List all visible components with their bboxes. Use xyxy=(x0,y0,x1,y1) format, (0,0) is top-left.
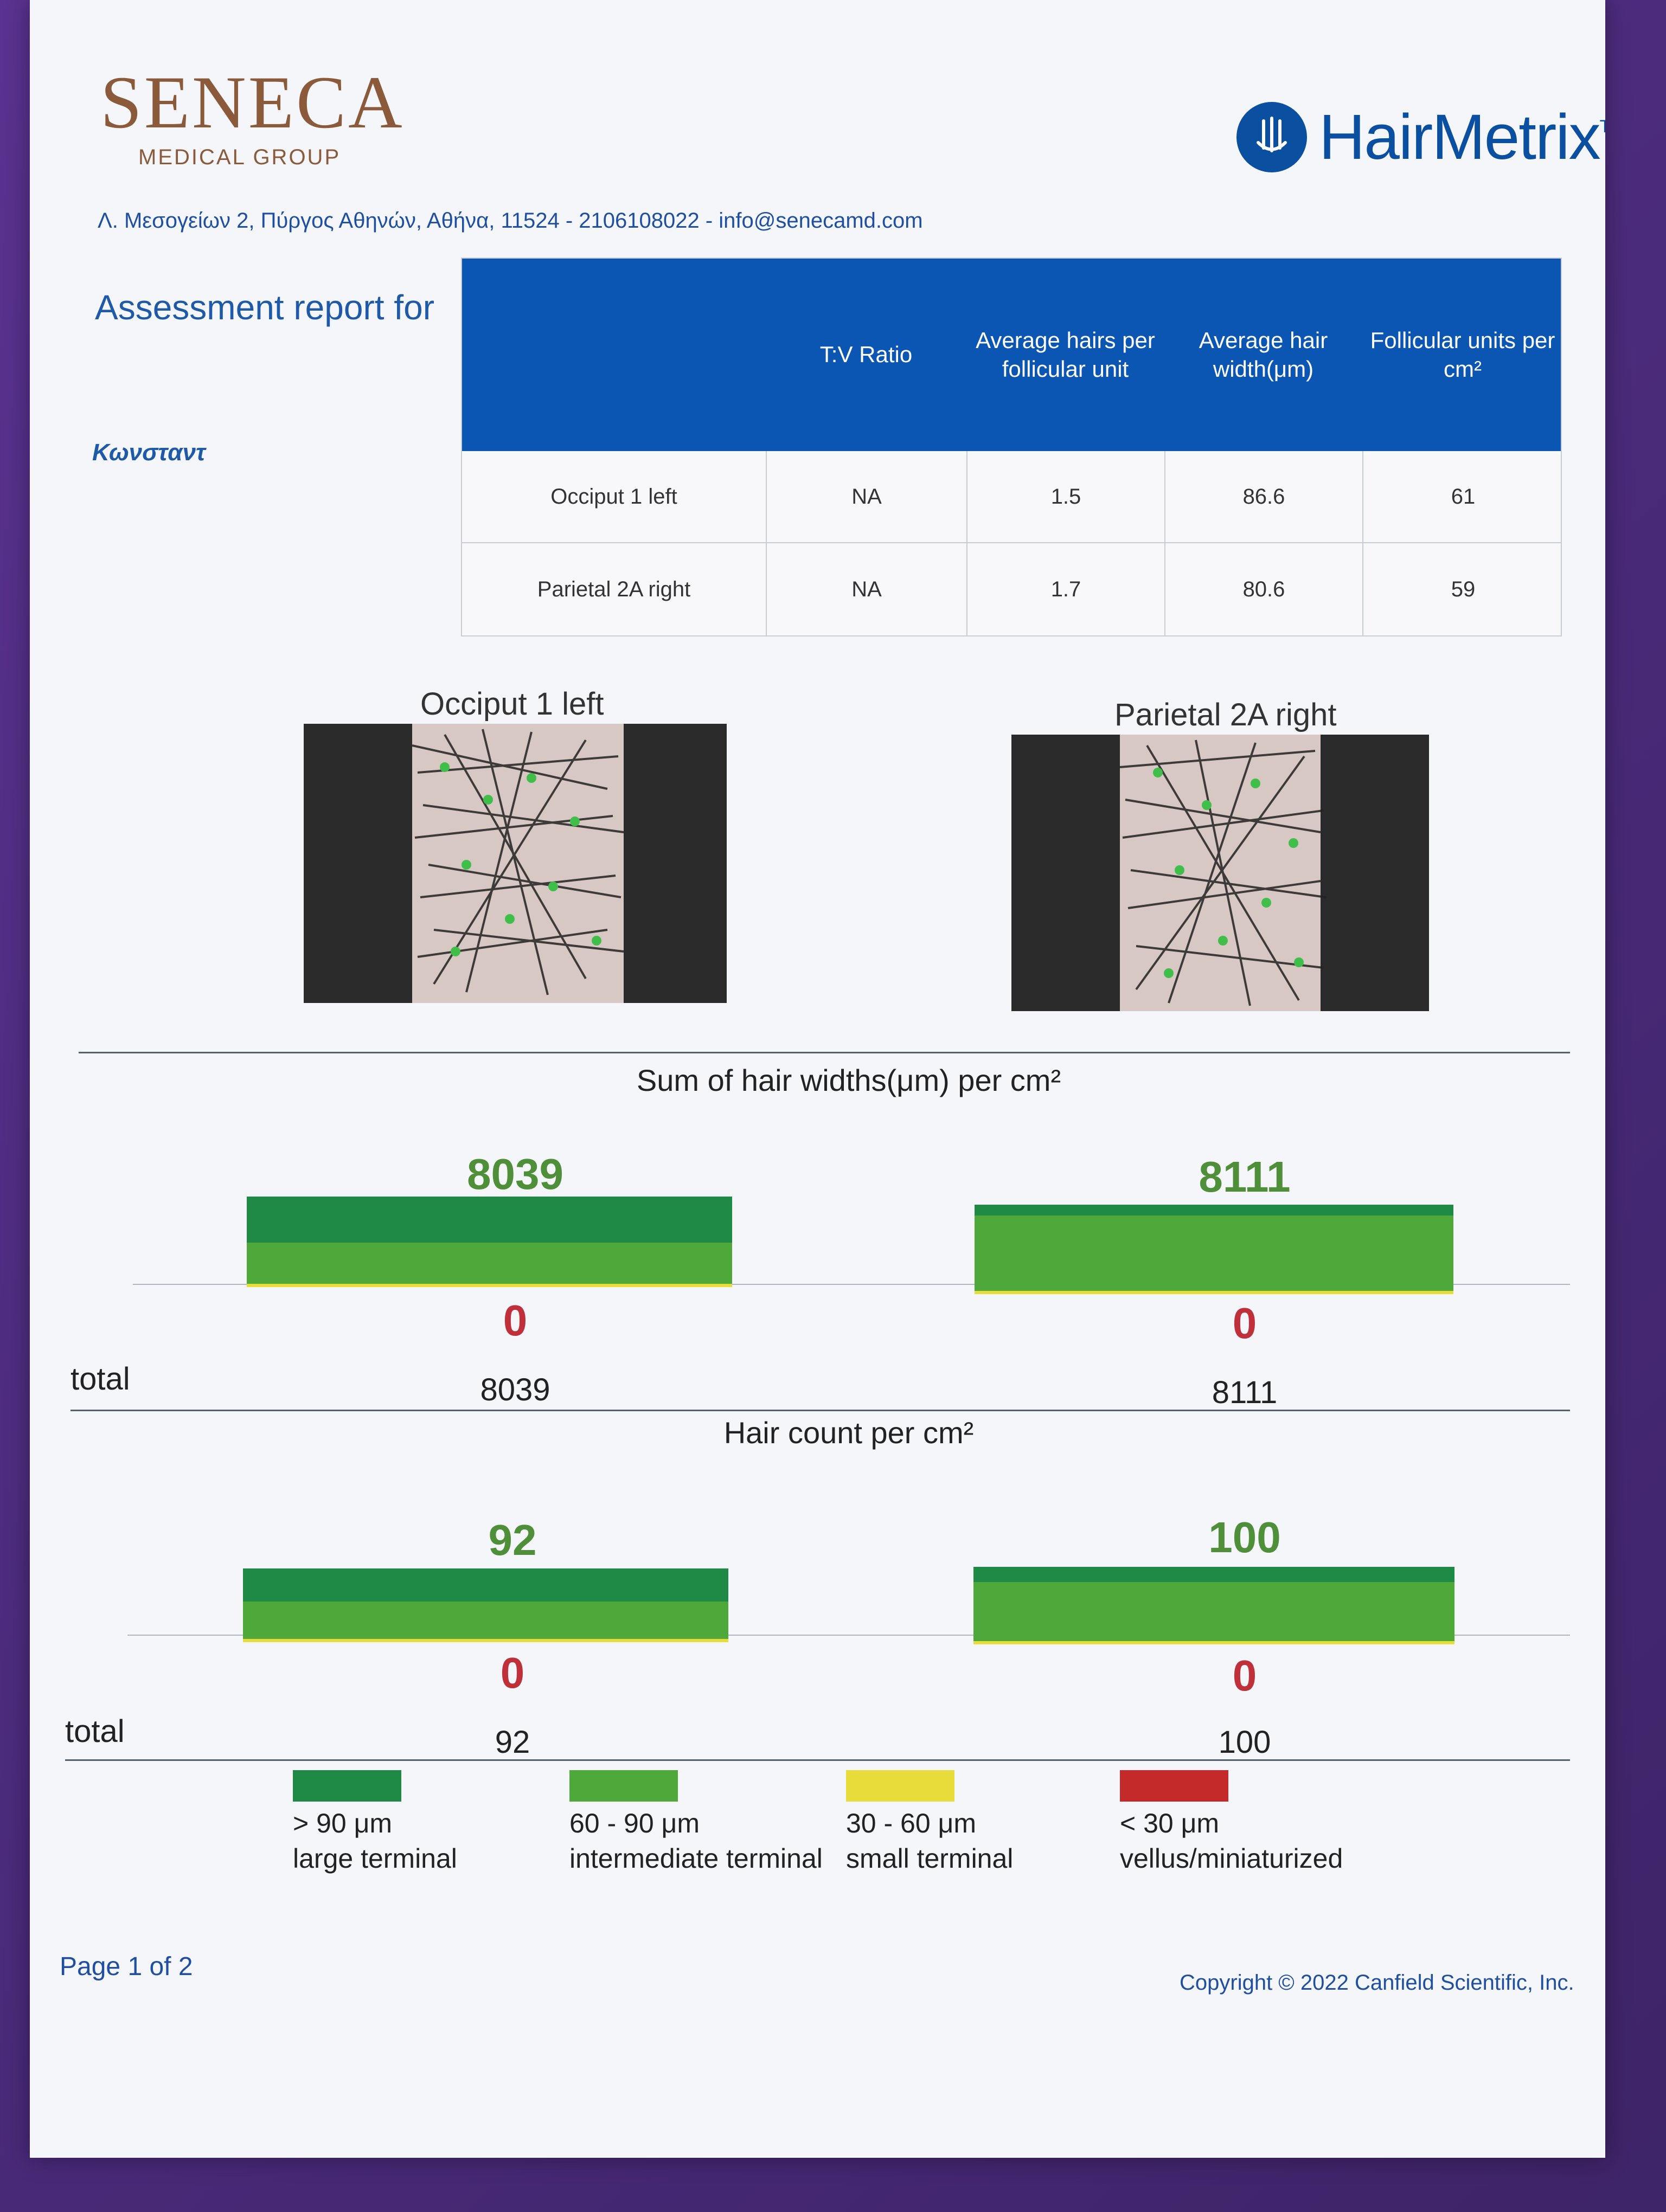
bar-segment xyxy=(973,1582,1454,1641)
bar-segment xyxy=(243,1568,728,1602)
legend-range: > 90 μm xyxy=(293,1808,393,1838)
legend-label: large terminal xyxy=(293,1843,457,1874)
table-cell-avg-hairs: 1.7 xyxy=(966,543,1164,635)
bar-segment xyxy=(973,1641,1454,1644)
table-row: Occiput 1 left NA 1.5 86.6 61 xyxy=(462,451,1561,543)
legend-label: vellus/miniaturized xyxy=(1120,1843,1343,1874)
seneca-logo: SENECA xyxy=(100,61,405,144)
scalp-image-occiput xyxy=(304,724,727,1003)
bar-segment xyxy=(247,1243,732,1284)
seneca-logo-subtitle: MEDICAL GROUP xyxy=(138,145,341,169)
legend-swatch xyxy=(293,1770,401,1802)
legend-item-intermediate-terminal: 60 - 90 μm intermediate terminal xyxy=(569,1770,823,1876)
bar-bottom-label: 0 xyxy=(1232,1651,1257,1700)
total-divider xyxy=(71,1410,1570,1411)
hairmetrix-icon xyxy=(1236,102,1307,172)
bar-segment xyxy=(247,1197,732,1243)
bar-segment xyxy=(973,1567,1454,1582)
table-cell-avg-width: 80.6 xyxy=(1164,543,1362,635)
hairmetrix-wordmark: HairMetrix xyxy=(1319,101,1601,173)
column-header-avg-width: Average hair width(μm) xyxy=(1199,327,1328,382)
bar-segment xyxy=(243,1602,728,1639)
metrics-table: T:V Ratio Average hairs per follicular u… xyxy=(461,258,1562,636)
page-number: Page 1 of 2 xyxy=(60,1952,193,1981)
table-row: Parietal 2A right NA 1.7 80.6 59 xyxy=(462,543,1561,635)
table-header: T:V Ratio Average hairs per follicular u… xyxy=(462,259,1561,451)
stacked-bar xyxy=(247,1197,732,1287)
patient-name: Κωνσταντ xyxy=(92,439,206,466)
total-label: total xyxy=(71,1361,130,1397)
total-divider xyxy=(65,1759,1570,1761)
bar-segment xyxy=(975,1216,1453,1291)
bar-segment xyxy=(247,1284,732,1287)
table-cell-fu-per-cm2: 59 xyxy=(1362,543,1563,635)
bar-segment xyxy=(975,1291,1453,1294)
bar-top-label: 92 xyxy=(488,1516,537,1564)
bar-bottom-label: 0 xyxy=(500,1649,525,1697)
scalp-image-parietal xyxy=(1011,735,1429,1011)
bar-bottom-label: 0 xyxy=(503,1296,528,1345)
column-header-fu-per-cm2: Follicular units per cm² xyxy=(1370,327,1555,382)
trademark-mark: TM xyxy=(1599,117,1605,136)
total-label: total xyxy=(65,1714,125,1749)
legend-label: intermediate terminal xyxy=(569,1843,823,1874)
bar-segment xyxy=(243,1639,728,1642)
table-cell-fu-per-cm2: 61 xyxy=(1362,451,1563,542)
total-value: 100 xyxy=(1218,1725,1271,1760)
legend-range: 60 - 90 μm xyxy=(569,1808,700,1838)
image-title-parietal: Parietal 2A right xyxy=(1114,697,1337,732)
chart-title-hair-widths: Sum of hair widths(μm) per cm² xyxy=(636,1063,1061,1097)
legend-item-large-terminal: > 90 μm large terminal xyxy=(293,1770,457,1876)
bar-top-label: 8111 xyxy=(1199,1153,1291,1201)
legend-range: 30 - 60 μm xyxy=(846,1808,977,1838)
table-cell-tv-ratio: NA xyxy=(766,543,966,635)
column-header-tv-ratio: T:V Ratio xyxy=(819,342,913,368)
image-title-occiput: Occiput 1 left xyxy=(420,686,604,722)
total-value: 8111 xyxy=(1212,1375,1278,1410)
report-page: SENECA MEDICAL GROUP HairMetrix TM Λ. Με… xyxy=(30,0,1605,2158)
bar-segment xyxy=(975,1205,1453,1216)
stacked-bar xyxy=(973,1567,1454,1644)
table-cell-tv-ratio: NA xyxy=(766,451,966,542)
bar-bottom-label: 0 xyxy=(1232,1299,1257,1347)
chart-baseline xyxy=(133,1284,1570,1285)
total-value: 92 xyxy=(495,1725,530,1760)
legend-item-vellus: < 30 μm vellus/miniaturized xyxy=(1120,1770,1343,1876)
stacked-bar xyxy=(243,1568,728,1642)
clinic-address: Λ. Μεσογείων 2, Πύργος Αθηνών, Αθήνα, 11… xyxy=(98,209,923,233)
legend-swatch xyxy=(1120,1770,1228,1802)
bar-top-label: 8039 xyxy=(467,1150,563,1198)
table-cell-site: Occiput 1 left xyxy=(550,484,677,509)
table-cell-avg-width: 86.6 xyxy=(1164,451,1362,542)
chart-title-hair-count: Hair count per cm² xyxy=(723,1416,974,1450)
legend-range: < 30 μm xyxy=(1120,1808,1220,1838)
legend-item-small-terminal: 30 - 60 μm small terminal xyxy=(846,1770,1013,1876)
total-value: 8039 xyxy=(480,1372,550,1407)
report-title: Assessment report for xyxy=(95,288,434,327)
stacked-bar xyxy=(975,1205,1453,1294)
section-divider xyxy=(79,1052,1570,1053)
chart-baseline xyxy=(127,1635,1570,1636)
hairmetrix-logo: HairMetrix TM xyxy=(1236,100,1605,174)
legend-swatch xyxy=(569,1770,678,1802)
legend-swatch xyxy=(846,1770,954,1802)
copyright-notice: Copyright © 2022 Canfield Scientific, In… xyxy=(1180,1971,1574,1995)
table-cell-avg-hairs: 1.5 xyxy=(966,451,1164,542)
legend-label: small terminal xyxy=(846,1843,1014,1874)
column-header-avg-hairs: Average hairs per follicular unit xyxy=(976,327,1155,382)
table-cell-site: Parietal 2A right xyxy=(537,577,691,601)
bar-top-label: 100 xyxy=(1208,1513,1281,1561)
